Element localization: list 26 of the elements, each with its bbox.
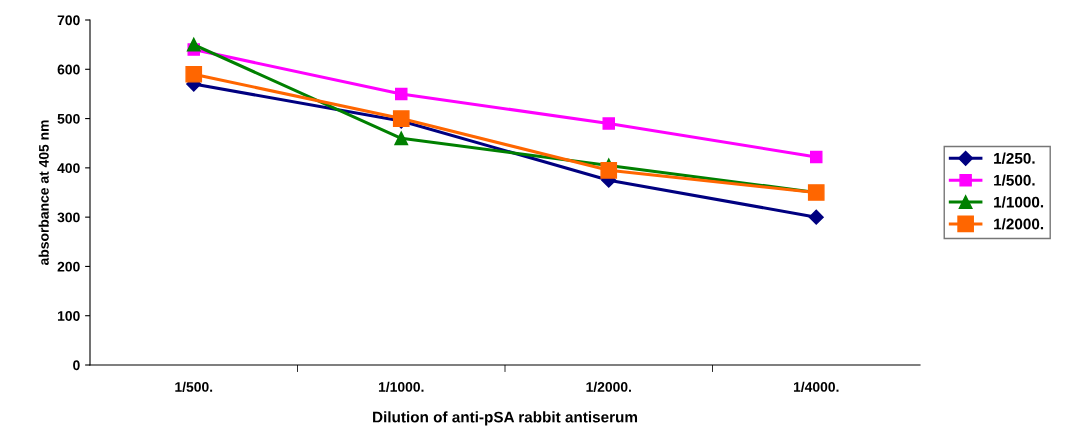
legend-label: 1/2000. [994, 218, 1044, 230]
point [394, 131, 409, 146]
y-tick-label: 200 [57, 261, 80, 272]
y-tick-label: 100 [57, 311, 80, 321]
point [809, 150, 823, 164]
point [185, 65, 203, 83]
point [186, 37, 201, 52]
point [602, 117, 616, 130]
point [600, 161, 618, 179]
point [394, 87, 408, 101]
y-tick-label: 700 [57, 15, 80, 26]
y-tick-label: 600 [57, 64, 80, 75]
x-axis-title: Dilution of anti-pSA rabbit antiserum [373, 411, 638, 426]
x-tick-label: 1/500. [175, 381, 213, 393]
legend-label: 1/250. [994, 152, 1035, 164]
legend-label: 1/500. [994, 174, 1035, 186]
y-tick-label: 300 [57, 212, 80, 223]
x-tick-label: 1/2000. [586, 381, 631, 393]
y-axis-title: absorbance at 405 nm [38, 120, 49, 266]
point [808, 209, 824, 225]
y-tick-label: 500 [57, 113, 80, 124]
x-tick-label: 1/4000. [793, 381, 839, 393]
y-tick-label: 400 [57, 163, 80, 174]
legend-label: 1/1000. [994, 196, 1044, 208]
y-tick-label: 0 [73, 360, 80, 371]
x-tick-label: 1/1000. [378, 381, 424, 393]
